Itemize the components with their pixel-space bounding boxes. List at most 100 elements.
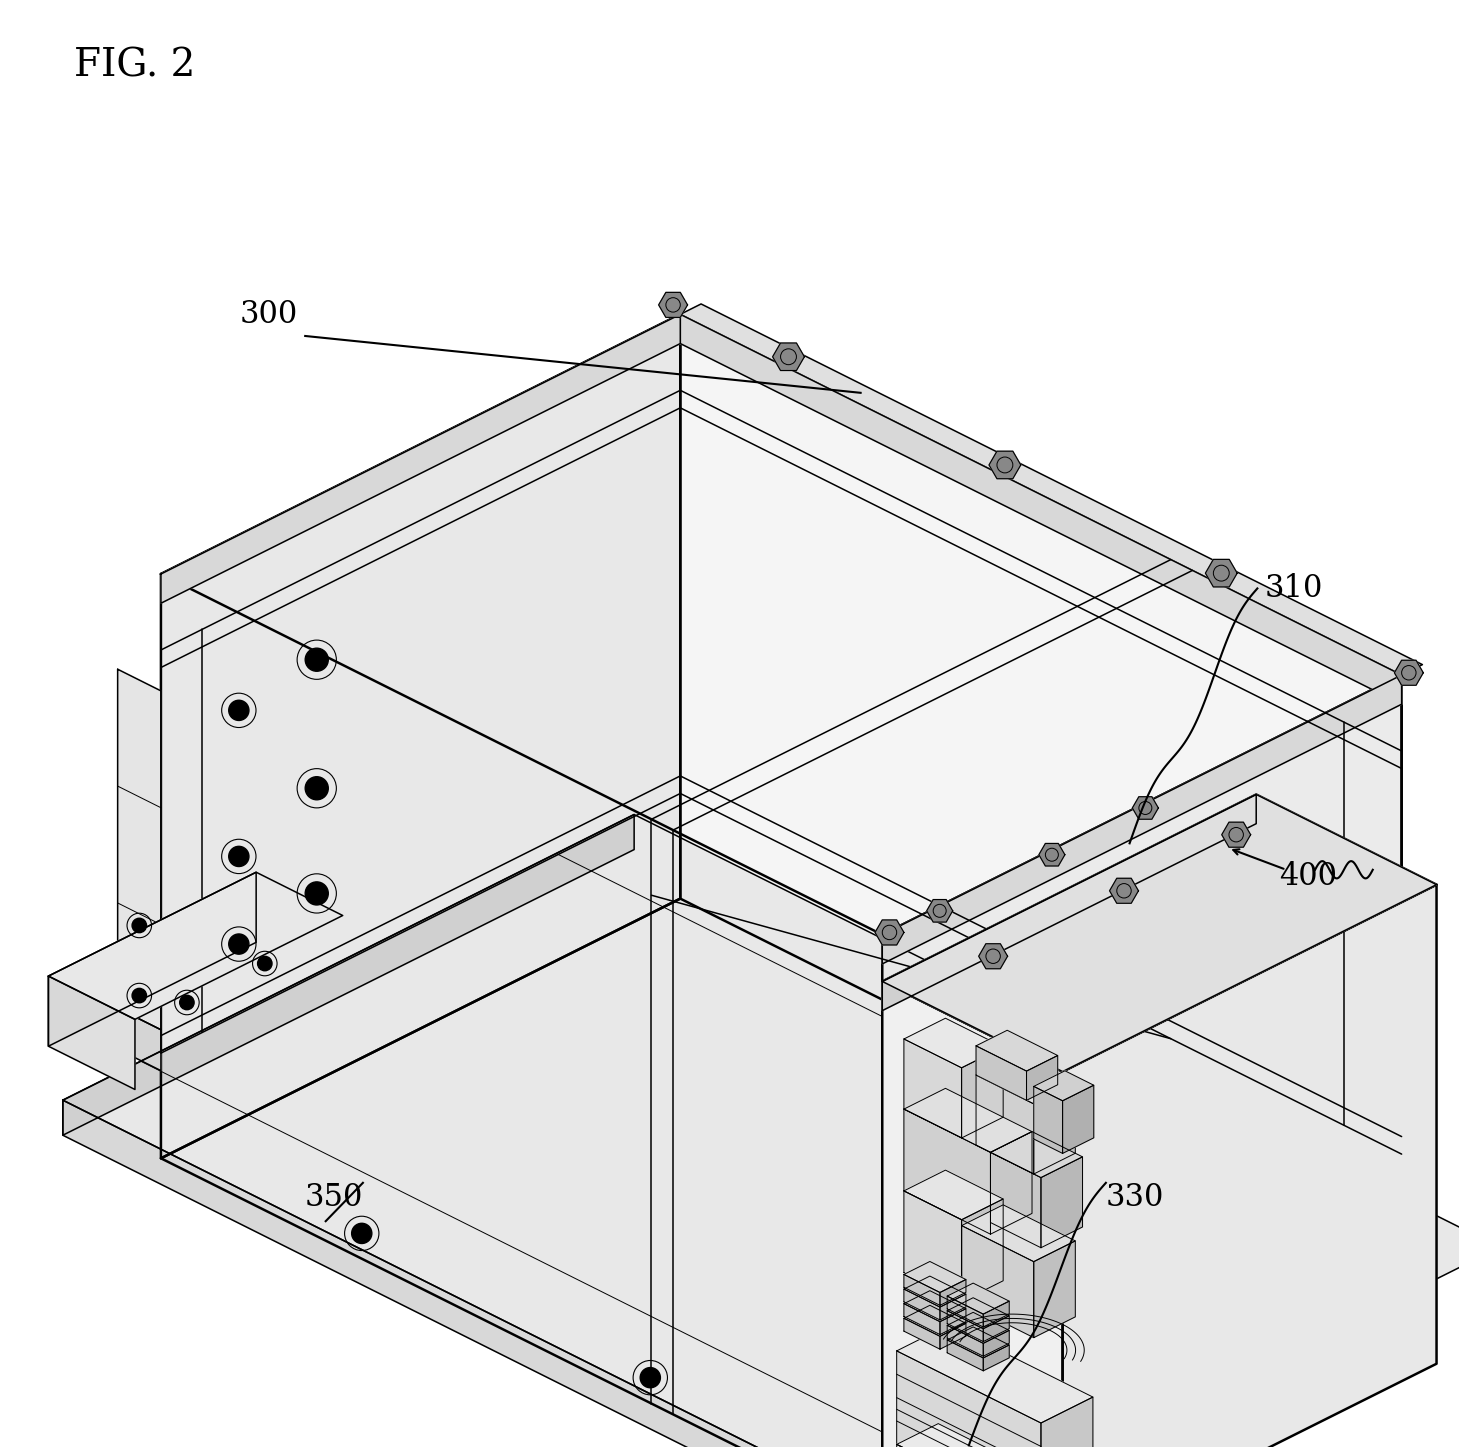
Polygon shape: [903, 1019, 1004, 1068]
Polygon shape: [883, 675, 1402, 963]
Polygon shape: [961, 1204, 1076, 1262]
Polygon shape: [948, 1310, 983, 1342]
Polygon shape: [983, 1345, 1010, 1371]
Polygon shape: [976, 1055, 1076, 1104]
Polygon shape: [976, 1046, 1026, 1100]
Polygon shape: [976, 1030, 1058, 1071]
Circle shape: [180, 995, 195, 1010]
Polygon shape: [63, 1100, 928, 1451]
Circle shape: [306, 882, 328, 905]
Polygon shape: [658, 293, 688, 318]
Circle shape: [641, 1367, 660, 1387]
Text: FIG. 2: FIG. 2: [74, 48, 196, 84]
Circle shape: [306, 649, 328, 672]
Polygon shape: [1110, 878, 1138, 904]
Polygon shape: [1033, 1241, 1076, 1338]
Polygon shape: [940, 1323, 965, 1349]
Polygon shape: [1222, 823, 1250, 847]
Polygon shape: [883, 981, 1063, 1451]
Text: 350: 350: [306, 1181, 363, 1213]
Polygon shape: [49, 872, 257, 1046]
Polygon shape: [948, 1339, 983, 1371]
Polygon shape: [903, 1109, 990, 1235]
Polygon shape: [49, 977, 134, 1090]
Polygon shape: [903, 1303, 940, 1335]
Polygon shape: [990, 1132, 1032, 1235]
Text: 310: 310: [1265, 573, 1322, 604]
Polygon shape: [897, 1325, 1092, 1423]
Polygon shape: [948, 1325, 983, 1357]
Polygon shape: [161, 315, 680, 1158]
Polygon shape: [903, 1275, 965, 1307]
Circle shape: [131, 988, 146, 1003]
Polygon shape: [961, 1048, 1004, 1138]
Polygon shape: [983, 1302, 1010, 1328]
Polygon shape: [983, 1331, 1010, 1357]
Polygon shape: [897, 1444, 955, 1451]
Polygon shape: [161, 315, 680, 604]
Polygon shape: [680, 315, 1402, 1259]
Circle shape: [229, 934, 249, 955]
Polygon shape: [49, 872, 342, 1020]
Polygon shape: [883, 795, 1256, 1011]
Polygon shape: [903, 1191, 961, 1302]
Polygon shape: [1063, 885, 1436, 1451]
Polygon shape: [948, 1312, 1010, 1344]
Polygon shape: [948, 1297, 1010, 1329]
Polygon shape: [680, 315, 1402, 704]
Polygon shape: [976, 1075, 1033, 1174]
Text: 400: 400: [1278, 862, 1337, 892]
Polygon shape: [990, 1152, 1041, 1248]
Polygon shape: [927, 900, 952, 921]
Polygon shape: [1041, 1397, 1092, 1451]
Polygon shape: [948, 1296, 983, 1328]
Polygon shape: [948, 1283, 1010, 1315]
Polygon shape: [1206, 560, 1237, 586]
Polygon shape: [903, 1261, 965, 1293]
Polygon shape: [161, 315, 1402, 934]
Polygon shape: [118, 669, 161, 1030]
Polygon shape: [1063, 1085, 1094, 1154]
Polygon shape: [63, 814, 635, 1135]
Polygon shape: [1041, 1156, 1082, 1248]
Polygon shape: [883, 675, 1402, 1451]
Polygon shape: [161, 898, 1402, 1451]
Polygon shape: [903, 1274, 940, 1306]
Polygon shape: [118, 1008, 161, 1071]
Polygon shape: [903, 1170, 1004, 1220]
Polygon shape: [990, 1132, 1082, 1178]
Polygon shape: [883, 795, 1436, 1072]
Circle shape: [351, 1223, 372, 1244]
Polygon shape: [940, 1294, 965, 1320]
Polygon shape: [63, 814, 1476, 1451]
Circle shape: [229, 846, 249, 866]
Polygon shape: [897, 1351, 1041, 1451]
Text: 300: 300: [241, 299, 298, 329]
Polygon shape: [940, 1280, 965, 1306]
Polygon shape: [903, 1306, 965, 1336]
Polygon shape: [1033, 1082, 1076, 1174]
Polygon shape: [897, 1423, 996, 1451]
Polygon shape: [680, 303, 1423, 675]
Polygon shape: [961, 1226, 1033, 1338]
Polygon shape: [903, 1291, 965, 1322]
Polygon shape: [903, 1319, 940, 1349]
Polygon shape: [983, 1316, 1010, 1342]
Circle shape: [306, 776, 328, 800]
Polygon shape: [875, 920, 903, 945]
Polygon shape: [1033, 1071, 1094, 1101]
Polygon shape: [961, 1199, 1004, 1302]
Polygon shape: [979, 943, 1008, 969]
Polygon shape: [883, 795, 1436, 1072]
Polygon shape: [1033, 1087, 1063, 1154]
Text: 330: 330: [1106, 1181, 1165, 1213]
Polygon shape: [903, 1039, 961, 1138]
Circle shape: [258, 956, 272, 971]
Polygon shape: [989, 451, 1021, 479]
Polygon shape: [1132, 797, 1159, 820]
Polygon shape: [903, 1088, 1032, 1152]
Polygon shape: [1395, 660, 1423, 685]
Polygon shape: [1039, 843, 1064, 866]
Polygon shape: [772, 342, 804, 370]
Polygon shape: [903, 1288, 940, 1320]
